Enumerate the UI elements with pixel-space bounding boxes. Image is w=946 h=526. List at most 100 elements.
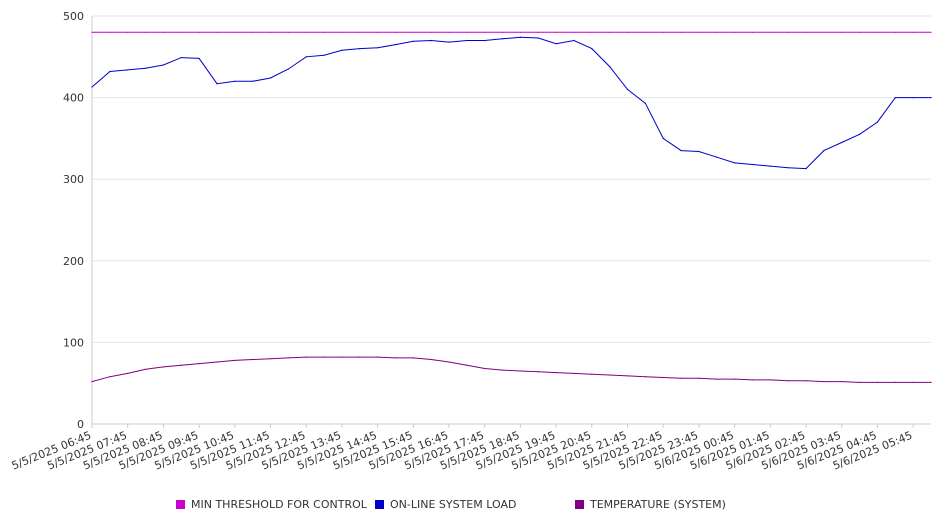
data-point — [323, 54, 325, 56]
data-point — [769, 165, 771, 167]
series-line — [91, 356, 931, 383]
data-point — [858, 31, 861, 33]
y-tick-label: 400 — [63, 92, 84, 105]
data-point — [751, 379, 754, 381]
data-point — [287, 357, 289, 359]
data-point — [751, 31, 754, 33]
data-point — [466, 31, 468, 33]
data-point — [180, 57, 182, 59]
legend-label: TEMPERATURE (SYSTEM) — [590, 498, 726, 511]
data-point — [591, 31, 593, 33]
data-point — [412, 357, 414, 359]
data-point — [698, 31, 700, 33]
data-point — [573, 39, 575, 42]
data-point — [805, 167, 807, 170]
data-point — [466, 364, 468, 366]
data-point — [519, 31, 522, 33]
data-point — [555, 43, 557, 45]
data-point — [537, 31, 539, 33]
data-point — [573, 372, 575, 375]
legend-item-min-threshold[interactable]: MIN THRESHOLD FOR CONTROL — [176, 498, 367, 511]
data-point — [323, 31, 325, 33]
y-tick-label: 100 — [63, 336, 84, 349]
data-point — [912, 31, 914, 33]
data-point — [662, 376, 664, 379]
data-point — [109, 31, 111, 33]
data-point — [769, 379, 771, 381]
data-point — [734, 378, 736, 380]
data-point — [609, 31, 611, 33]
data-point — [323, 356, 325, 358]
data-point — [394, 31, 397, 33]
data-point — [359, 356, 361, 358]
legend-item-temperature[interactable]: TEMPERATURE (SYSTEM) — [575, 498, 726, 511]
data-point — [876, 381, 879, 383]
series-2 — [91, 356, 932, 383]
data-point — [823, 31, 825, 33]
data-point — [127, 31, 129, 33]
data-point — [805, 31, 807, 33]
data-point — [234, 80, 236, 82]
data-point — [144, 368, 147, 370]
series-line — [91, 36, 931, 170]
legend-swatch — [176, 500, 185, 509]
data-point — [341, 49, 343, 51]
data-point — [269, 31, 272, 33]
data-point — [162, 366, 165, 368]
data-point — [430, 39, 432, 42]
legend-item-system-load[interactable]: ON-LINE SYSTEM LOAD — [375, 498, 516, 511]
data-point — [519, 370, 522, 372]
data-point — [216, 361, 218, 363]
data-point — [555, 31, 557, 33]
data-point — [501, 31, 504, 33]
data-point — [341, 356, 343, 358]
data-point — [680, 377, 682, 379]
data-point — [180, 364, 182, 366]
data-point — [787, 31, 789, 33]
data-point — [305, 31, 307, 33]
y-tick-label: 300 — [63, 173, 84, 186]
grid-lines — [92, 15, 931, 343]
data-point — [305, 356, 307, 358]
data-point — [109, 70, 111, 73]
data-point — [662, 31, 664, 33]
legend-swatch — [375, 500, 384, 509]
data-point — [198, 57, 200, 60]
data-point — [448, 41, 450, 43]
data-point — [609, 65, 611, 68]
data-point — [198, 363, 200, 365]
data-point — [252, 80, 254, 82]
data-point — [644, 102, 646, 104]
data-point — [484, 31, 486, 33]
y-tick-label: 200 — [63, 255, 84, 268]
data-point — [359, 48, 361, 50]
data-point — [269, 77, 272, 79]
data-point — [787, 167, 789, 169]
data-point — [644, 31, 646, 33]
data-point — [751, 163, 754, 166]
data-point — [555, 371, 557, 374]
data-point — [698, 150, 700, 153]
data-point — [930, 31, 932, 33]
data-point — [180, 31, 182, 33]
data-point — [841, 380, 843, 383]
data-point — [501, 369, 504, 371]
data-point — [377, 47, 379, 49]
data-point — [823, 380, 825, 383]
data-point — [644, 376, 646, 378]
data-point — [626, 31, 629, 33]
legend-label: ON-LINE SYSTEM LOAD — [390, 498, 517, 511]
data-point — [484, 39, 486, 42]
data-point — [484, 367, 486, 370]
data-point — [841, 141, 843, 144]
data-point — [537, 371, 539, 373]
data-point — [91, 380, 93, 383]
data-point — [894, 97, 896, 99]
data-point — [805, 380, 807, 382]
data-point — [127, 69, 129, 71]
data-point — [716, 378, 718, 380]
y-tick-label: 0 — [77, 418, 84, 431]
data-point — [430, 31, 432, 33]
y-tick-label: 500 — [63, 10, 84, 23]
data-point — [858, 133, 861, 135]
